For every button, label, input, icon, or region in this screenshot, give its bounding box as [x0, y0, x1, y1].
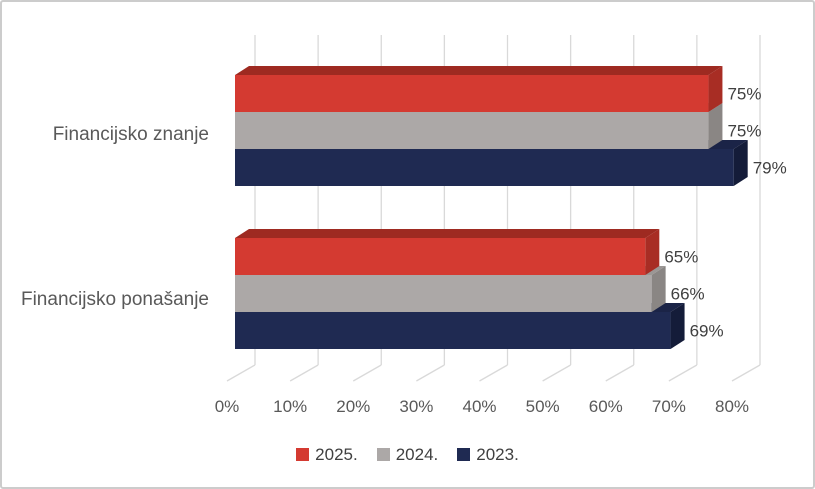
gridline-foot	[352, 364, 382, 382]
x-axis-tick-label: 70%	[652, 397, 686, 416]
category-label: Financijsko ponašanje	[21, 289, 209, 310]
gridline-foot	[605, 364, 635, 382]
bars	[235, 66, 748, 349]
legend-swatch	[376, 448, 390, 461]
gridline-foot	[668, 364, 698, 382]
value-label: 69%	[690, 322, 724, 341]
value-label: 65%	[664, 248, 698, 267]
legend-label: 2025.	[315, 445, 358, 464]
legend-label: 2024.	[395, 445, 439, 464]
x-axis-tick-label: 10%	[273, 397, 307, 416]
legend-swatch	[296, 448, 310, 461]
legend-item: 2025.	[296, 446, 358, 463]
labels: 79% 75% 75% Financijsko znanje 69% 66% 65% Fina…	[21, 85, 787, 341]
x-axis-tick-label: 40%	[462, 397, 496, 416]
bar-front-face	[235, 75, 709, 112]
x-axis-tick-label: 50%	[526, 397, 560, 416]
bar-side-face	[708, 66, 723, 112]
value-label: 75%	[727, 122, 761, 141]
bar-top-face	[235, 66, 723, 75]
bar-front-face	[235, 112, 709, 149]
bar-front-face	[235, 149, 734, 186]
bar-top-face	[235, 229, 660, 238]
bar-front-face	[235, 312, 671, 349]
x-axis-tick-label: 20%	[336, 397, 370, 416]
x-axis-tick-label: 60%	[589, 397, 623, 416]
bar-front-face	[235, 238, 646, 275]
category-label: Financijsko znanje	[53, 124, 209, 145]
x-axis-tick-label: 30%	[399, 397, 433, 416]
gridline-foot	[542, 364, 571, 382]
x-axis-tick-label: 0%	[215, 397, 240, 416]
legend-label: 2023.	[476, 445, 519, 464]
bar-side-face	[733, 140, 748, 186]
gridline-foot	[416, 364, 445, 382]
chart-legend: 2025. 2024. 2023.	[2, 446, 813, 463]
gridline-foot	[226, 364, 256, 382]
gridline-foot	[479, 364, 508, 382]
legend-item: 2023.	[457, 446, 519, 463]
value-label: 79%	[753, 159, 787, 178]
x-axis-tick-label: 80%	[715, 397, 749, 416]
value-label: 75%	[727, 85, 761, 104]
value-label: 66%	[671, 285, 705, 304]
bar-side-face	[645, 229, 660, 275]
gridline-foot	[289, 364, 319, 382]
legend-swatch	[457, 448, 471, 461]
bar-front-face	[235, 275, 652, 312]
bar-side-face	[708, 103, 723, 149]
legend-item: 2024.	[376, 445, 439, 464]
bar-side-face	[670, 303, 685, 349]
gridline-foot	[731, 364, 761, 382]
bar-side-face	[651, 266, 666, 312]
